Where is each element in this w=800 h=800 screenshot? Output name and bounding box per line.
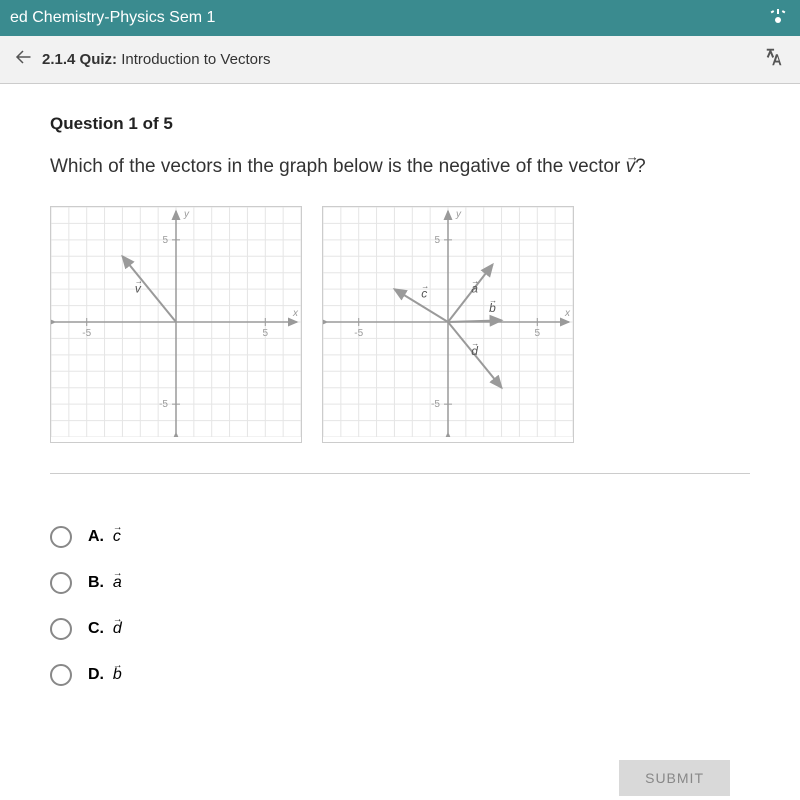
svg-text:→: → <box>471 338 479 347</box>
choice-value: a <box>113 574 122 591</box>
svg-text:-5: -5 <box>159 399 168 410</box>
choices-list: A. c B. a C. d D. b <box>50 514 750 698</box>
svg-text:5: 5 <box>263 328 269 339</box>
choice-a[interactable]: A. c <box>50 514 750 560</box>
choice-letter: B. <box>88 574 104 591</box>
choice-value: d <box>113 620 122 637</box>
radio-icon[interactable] <box>50 572 72 594</box>
back-icon[interactable] <box>14 48 32 72</box>
graph-right: -55-55yxc→a→b→d→ <box>322 206 574 443</box>
course-header: ed Chemistry-Physics Sem 1 <box>0 0 800 36</box>
divider <box>50 473 750 474</box>
course-title: ed Chemistry-Physics Sem 1 <box>10 9 215 27</box>
logo-icon <box>766 6 790 30</box>
svg-text:y: y <box>183 209 190 220</box>
svg-text:→: → <box>471 276 479 285</box>
content-area: Question 1 of 5 Which of the vectors in … <box>0 84 800 728</box>
prompt-pre: Which of the vectors in the graph below … <box>50 156 626 177</box>
quiz-title: Introduction to Vectors <box>121 51 270 68</box>
radio-icon[interactable] <box>50 618 72 640</box>
choice-c[interactable]: C. d <box>50 606 750 652</box>
submit-button[interactable]: SUBMIT <box>619 760 730 796</box>
choice-letter: A. <box>88 528 104 545</box>
prompt-var: v <box>626 156 636 177</box>
choice-d[interactable]: D. b <box>50 652 750 698</box>
quiz-code: 2.1.4 Quiz: <box>42 51 117 68</box>
choice-letter: C. <box>88 620 104 637</box>
translate-icon[interactable] <box>764 46 786 73</box>
radio-icon[interactable] <box>50 526 72 548</box>
svg-text:→: → <box>489 296 497 305</box>
svg-text:-5: -5 <box>431 399 440 410</box>
graph-row: -55-55yxv→ -55-55yxc→a→b→d→ <box>50 206 750 443</box>
graph-left: -55-55yxv→ <box>50 206 302 443</box>
svg-text:y: y <box>455 209 462 220</box>
svg-text:-5: -5 <box>82 328 91 339</box>
radio-icon[interactable] <box>50 664 72 686</box>
question-prompt: Which of the vectors in the graph below … <box>50 154 750 181</box>
quiz-label: 2.1.4 Quiz: Introduction to Vectors <box>42 51 270 68</box>
svg-text:x: x <box>564 308 571 319</box>
svg-text:→: → <box>421 281 429 290</box>
svg-text:→: → <box>135 276 143 285</box>
choice-value: b <box>113 666 122 683</box>
svg-text:5: 5 <box>434 234 440 245</box>
choice-value: c <box>113 528 121 545</box>
choice-letter: D. <box>88 666 104 683</box>
svg-text:5: 5 <box>535 328 541 339</box>
svg-text:-5: -5 <box>354 328 363 339</box>
choice-b[interactable]: B. a <box>50 560 750 606</box>
question-counter: Question 1 of 5 <box>50 114 750 134</box>
svg-text:x: x <box>292 308 299 319</box>
svg-text:5: 5 <box>162 234 168 245</box>
quiz-subheader: 2.1.4 Quiz: Introduction to Vectors <box>0 36 800 84</box>
